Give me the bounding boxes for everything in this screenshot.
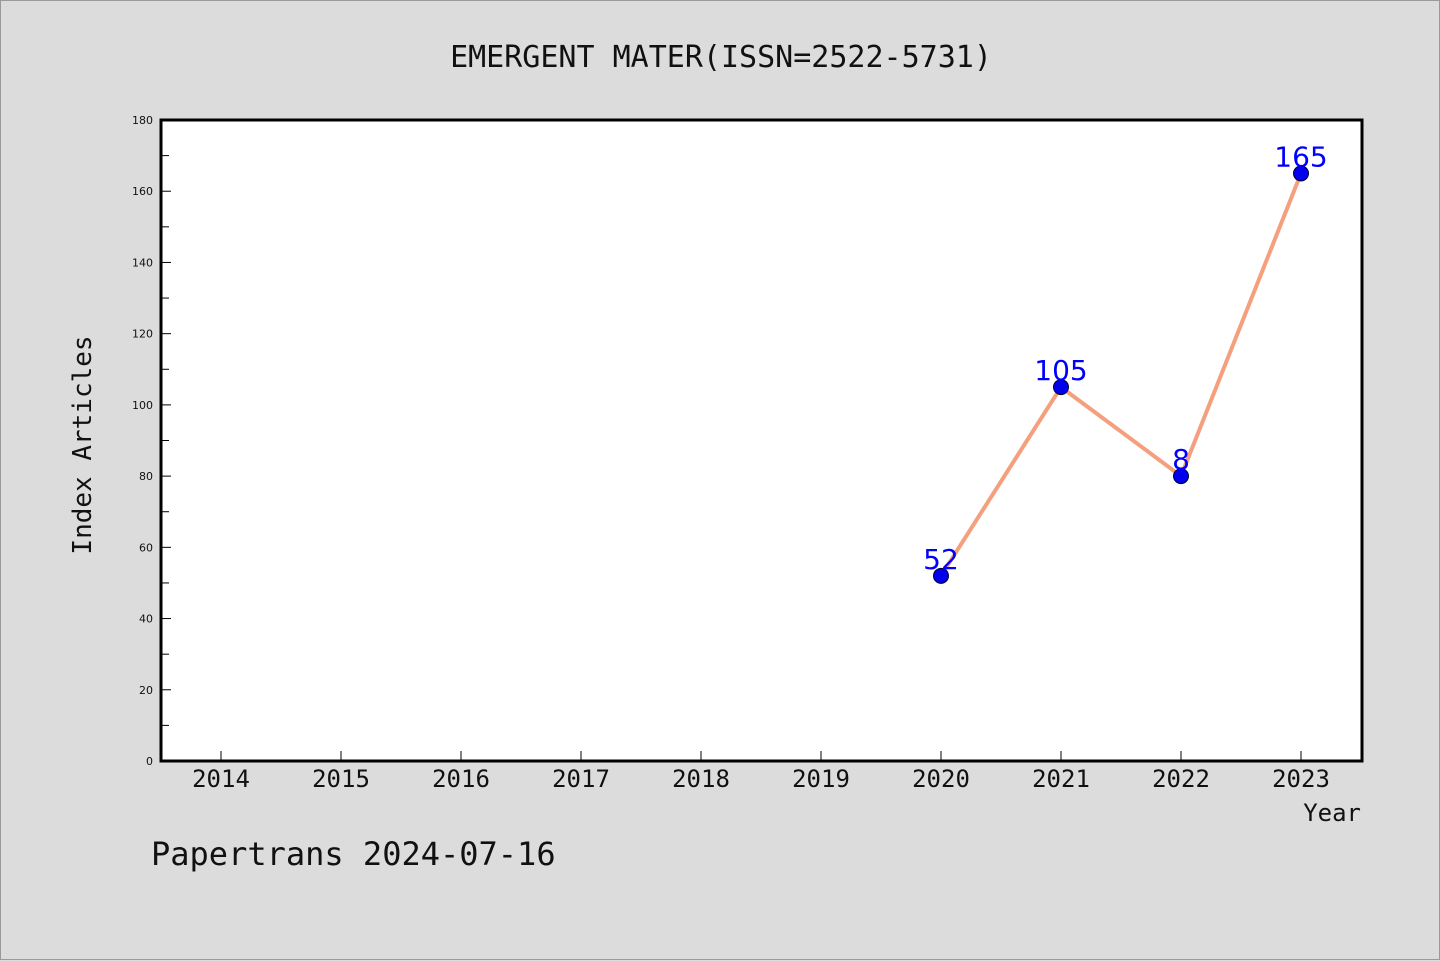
chart-title: EMERGENT MATER(ISSN=2522-5731) bbox=[450, 40, 992, 75]
data-label: 52 bbox=[923, 543, 959, 576]
series-line bbox=[939, 172, 1303, 577]
data-label: 105 bbox=[1034, 354, 1087, 387]
data-point bbox=[933, 567, 949, 584]
data-point bbox=[1053, 379, 1069, 396]
y-tick-label: 160 bbox=[132, 185, 153, 198]
data-point bbox=[1293, 165, 1309, 182]
y-tick-label: 20 bbox=[139, 684, 153, 697]
x-tick-label: 2021 bbox=[1032, 765, 1090, 793]
data-label: 8 bbox=[1172, 443, 1190, 476]
x-tick-label: 2018 bbox=[672, 765, 730, 793]
data-label: 165 bbox=[1274, 140, 1327, 173]
y-tick-label: 120 bbox=[132, 328, 153, 341]
x-tick-label: 2017 bbox=[552, 765, 610, 793]
x-axis-ticks: 2014 2015 2016 2017 2018 2019 2020 2021 2022 2023 bbox=[192, 751, 1330, 793]
x-tick-label: 2019 bbox=[792, 765, 850, 793]
x-tick-label: 2016 bbox=[432, 765, 490, 793]
series-layer: 52 105 8 165 bbox=[923, 140, 1328, 584]
plot-area bbox=[161, 120, 1362, 761]
x-tick-label: 2015 bbox=[312, 765, 370, 793]
x-tick-label: 2023 bbox=[1272, 765, 1330, 793]
x-tick-label: 2020 bbox=[912, 765, 970, 793]
x-axis-label: Year bbox=[1303, 799, 1361, 827]
y-tick-label: 100 bbox=[132, 399, 153, 412]
x-tick-label: 2022 bbox=[1152, 765, 1210, 793]
y-tick-label: 180 bbox=[132, 114, 153, 127]
y-tick-label: 80 bbox=[139, 470, 153, 483]
y-tick-label: 0 bbox=[146, 755, 153, 768]
plot-border bbox=[159, 118, 1364, 763]
y-tick-label: 60 bbox=[139, 541, 153, 554]
y-axis-label: Index Articles bbox=[68, 335, 98, 554]
footer-text: Papertrans 2024-07-16 bbox=[151, 835, 556, 873]
y-tick-label: 40 bbox=[139, 613, 153, 626]
y-tick-label: 140 bbox=[132, 256, 153, 269]
x-tick-label: 2014 bbox=[192, 765, 250, 793]
data-point bbox=[1173, 468, 1189, 485]
